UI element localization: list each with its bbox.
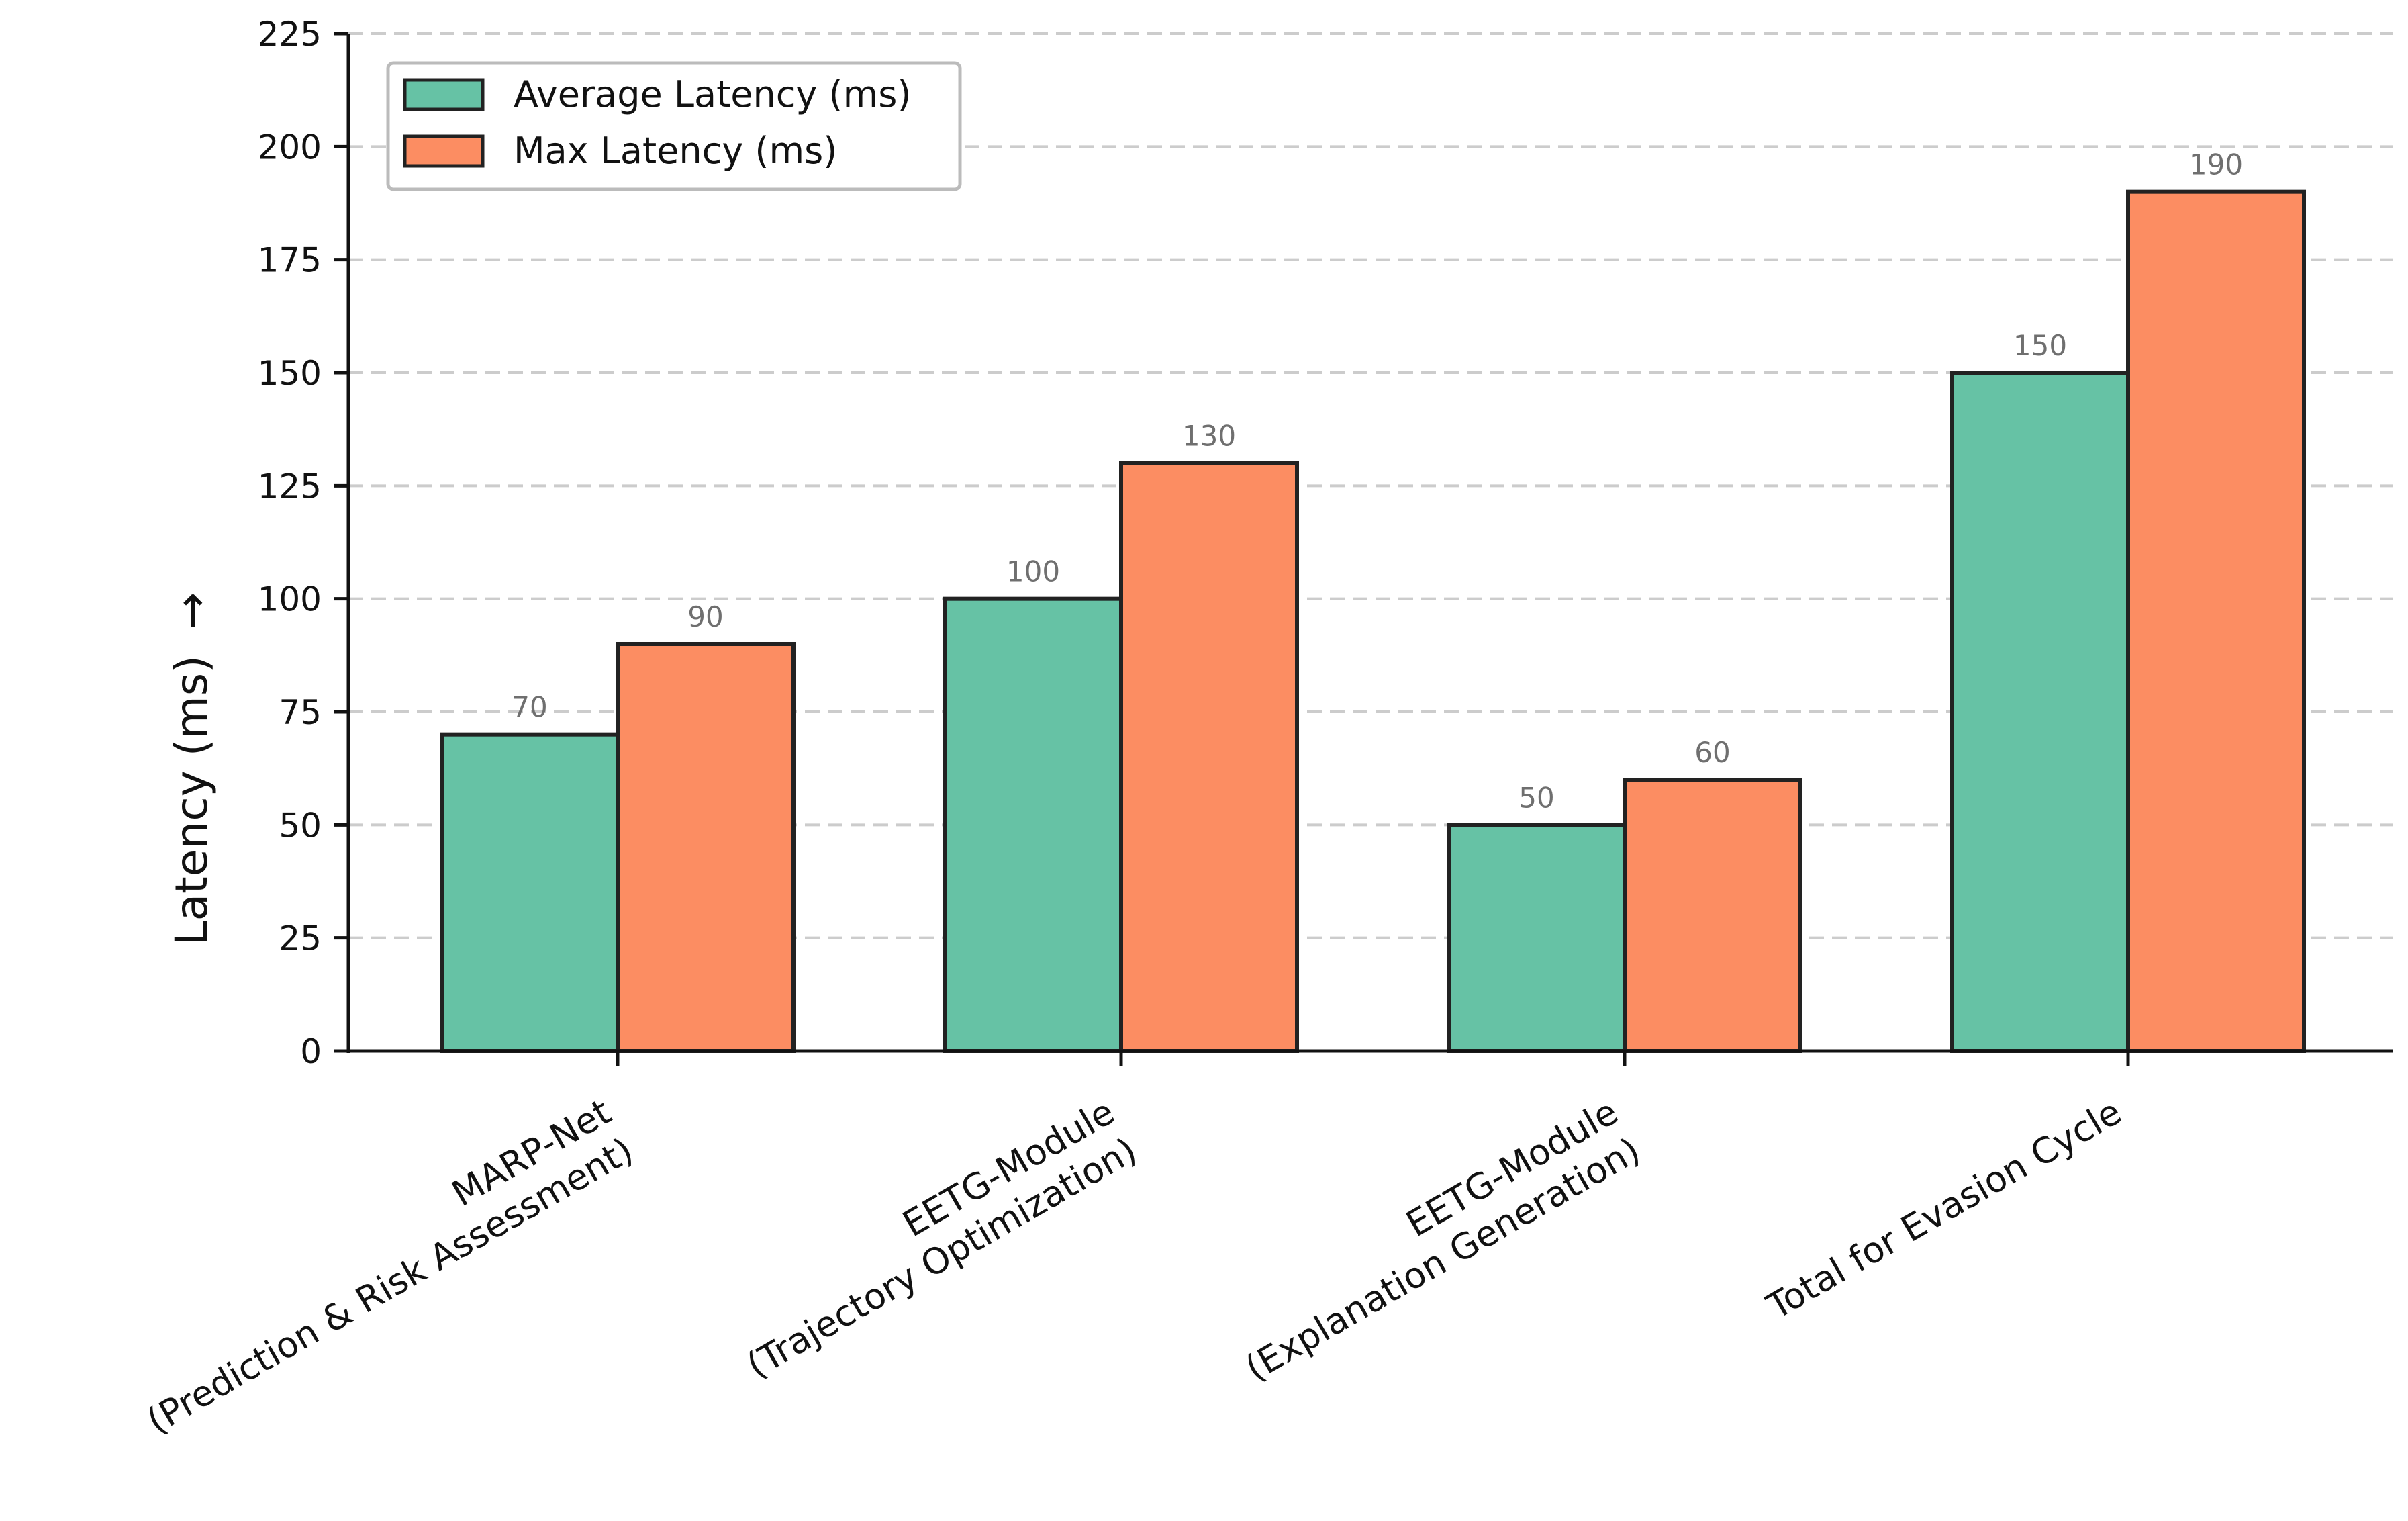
- y-tick-label-200: 200: [258, 128, 322, 167]
- bar-average-2: [1447, 823, 1627, 1054]
- value-label-max-0: 90: [687, 600, 723, 633]
- value-label-max-2: 60: [1694, 736, 1730, 769]
- y-axis-arrow: →: [166, 592, 218, 629]
- x-tick-label-2-line-1: (Explanation Generation): [1239, 1130, 1647, 1389]
- x-tick-label-1: EETG-Module(Trajectory Optimization): [740, 1091, 1143, 1387]
- bar-average-1: [943, 596, 1123, 1053]
- y-tick-label-75: 75: [279, 693, 322, 732]
- bar-max-3: [2126, 189, 2306, 1054]
- y-axis-title: Latency (ms) →: [166, 592, 218, 946]
- y-tick-label-150: 150: [258, 354, 322, 393]
- y-tick-label-50: 50: [279, 806, 322, 845]
- y-tick-label-175: 175: [258, 241, 322, 280]
- value-label-average-1: 100: [1006, 555, 1060, 588]
- bar-max-1: [1119, 461, 1299, 1053]
- value-label-average-2: 50: [1519, 781, 1554, 814]
- legend-swatch-average: [403, 78, 485, 111]
- y-tick-label-25: 25: [279, 919, 322, 958]
- bar-average-0: [440, 732, 620, 1053]
- legend-label-average: Average Latency (ms): [514, 73, 911, 116]
- y-axis-title-text: Latency (ms): [166, 655, 218, 946]
- legend-swatch-max: [403, 134, 485, 168]
- bars: [440, 189, 2306, 1054]
- y-tick-label-100: 100: [258, 580, 322, 619]
- value-label-average-0: 70: [512, 691, 547, 724]
- y-tick-label-125: 125: [258, 467, 322, 506]
- x-tick-label-2: EETG-Module(Explanation Generation): [1239, 1091, 1647, 1389]
- value-label-max-3: 190: [2189, 148, 2243, 181]
- legend-label-max: Max Latency (ms): [514, 130, 837, 172]
- value-labels: 70 100 50 150 90 130 60 190: [512, 148, 2243, 815]
- svg-text:Latency (ms) →: Latency (ms) →: [166, 592, 218, 946]
- y-tick-label-225: 225: [258, 15, 322, 54]
- bar-max-0: [616, 642, 796, 1053]
- y-tick-label-0: 0: [300, 1032, 322, 1071]
- bar-max-2: [1623, 778, 1802, 1053]
- x-tick-label-3: Total for Evasion Cycle: [1760, 1091, 2128, 1328]
- legend: Average Latency (ms) Max Latency (ms): [386, 61, 962, 191]
- x-tick-label-3-line-0: Total for Evasion Cycle: [1760, 1091, 2128, 1328]
- x-tick-label-0: MARP-Net(Prediction & Risk Assessment): [140, 1091, 640, 1442]
- x-tick-label-0-line-1: (Prediction & Risk Assessment): [140, 1130, 640, 1442]
- x-tick-label-1-line-1: (Trajectory Optimization): [740, 1130, 1143, 1387]
- value-label-average-3: 150: [2013, 329, 2067, 362]
- value-label-max-1: 130: [1182, 420, 1236, 453]
- legend-frame: [386, 61, 962, 191]
- bar-average-3: [1950, 371, 2130, 1053]
